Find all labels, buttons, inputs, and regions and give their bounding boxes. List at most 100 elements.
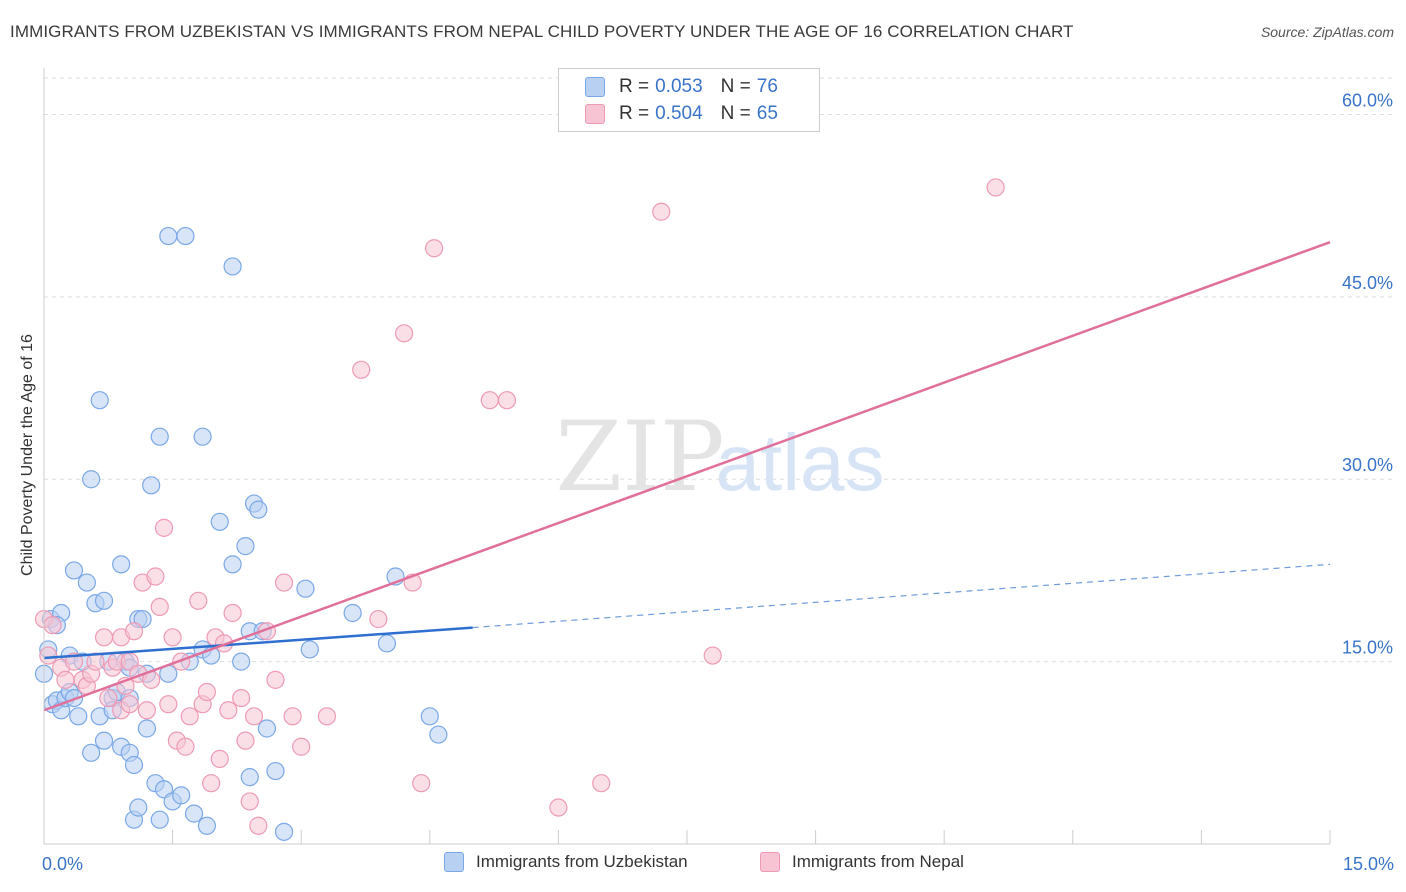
uzbekistan-point [210,512,229,531]
nepal-point [137,701,156,720]
nepal-point [236,731,255,750]
uzbekistan-point [77,573,96,592]
nepal-point [163,628,182,647]
stats-legend: R = 0.053 N = 76 R = 0.504 N = 65 [558,68,820,132]
nepal-point [394,324,414,343]
n-value: 65 [756,103,778,124]
nepal-point [292,737,311,756]
nepal-point [56,670,75,689]
uzbekistan-point [94,731,114,750]
nepal-point [150,597,169,617]
uzbekistan-point [377,634,397,653]
uzbekistan-point [193,427,212,446]
uzbekistan-point [240,768,259,787]
stats-row-uzbekistan: R = 0.053 N = 76 [585,75,778,99]
nepal-point [317,707,337,726]
nepal-point [180,707,199,726]
uzbekistan-point [129,798,148,817]
uzbekistan-point [296,579,315,598]
source-credit: Source: ZipAtlas.com [1260,24,1394,40]
uzbekistan-point [420,707,439,726]
uzbekistan-point [150,810,169,829]
uzbekistan-point [150,427,169,446]
nepal-point [146,567,165,586]
uzbekistan-point [82,743,101,762]
uzbekistan-point [112,555,131,574]
watermark-zip: ZIP [555,401,724,513]
nepal-point [120,695,139,714]
uzbekistan-point [343,603,362,623]
nepal-point [592,774,611,793]
watermark: ZIP atlas [555,401,884,513]
uzbekistan-point [137,719,156,738]
nepal-point [240,792,259,811]
nepal-point [480,391,499,410]
nepal-point [94,628,114,647]
series-legend: Immigrants from Uzbekistan Immigrants fr… [0,852,1406,876]
chart-title: IMMIGRANTS FROM UZBEKISTAN VS IMMIGRANTS… [10,22,1074,41]
uzbekistan-point [223,257,242,276]
uzbekistan-point [266,761,285,781]
y-tick-label: 30.0% [1342,455,1393,475]
stats-row-nepal: R = 0.504 N = 65 [585,102,778,126]
nepal-point [283,707,302,726]
swatch-uzbekistan [585,77,605,97]
uzbekistan-point [300,640,319,659]
trend-uzbekistan-dashed [472,563,1331,629]
nepal-point [176,737,195,756]
x-tick-label-min: 0.0% [42,854,83,874]
uzbekistan-point [274,822,294,841]
nepal-point [202,774,221,793]
nepal-point [124,622,144,641]
nepal-point [159,695,178,714]
nepal-point [497,391,517,410]
nepal-point [197,682,216,702]
nepal-point [219,701,238,720]
nepal-point [369,609,388,629]
uzbekistan-point [94,591,114,610]
r-value: 0.504 [655,103,703,124]
nepal-point [39,646,58,665]
r-label: R = [619,103,650,124]
uzbekistan-point [232,652,251,671]
nepal-point [189,591,208,610]
nepal-point [652,202,671,221]
nepal-point [99,688,118,708]
uzbekistan-point [429,725,448,744]
nepal-point [249,816,268,835]
uzbekistan-point [124,755,144,775]
nepal-point [703,646,722,665]
swatch-nepal [585,104,605,124]
legend-label-uzbekistan: Immigrants from Uzbekistan [476,852,688,871]
nepal-point [274,573,294,592]
axes [43,68,1331,845]
uzbekistan-point [184,804,204,823]
n-label: N = [720,103,751,124]
legend-item-nepal[interactable]: Immigrants from Nepal [760,852,964,872]
legend-swatch-uzbekistan [444,852,464,872]
n-label: N = [720,76,751,97]
uzbekistan-point [82,470,101,489]
x-tick-label-max: 15.0% [1343,854,1394,874]
nepal-point [154,518,174,537]
nepal-point [223,603,242,623]
uzbekistan-point [197,816,216,835]
nepal-point [986,178,1005,197]
y-tick-label: 45.0% [1342,273,1393,293]
r-label: R = [619,76,650,97]
uzbekistan-point [64,561,84,580]
legend-item-uzbekistan[interactable]: Immigrants from Uzbekistan [444,852,688,872]
nepal-point [412,774,431,793]
nepal-point [266,670,285,689]
y-tick-label: 60.0% [1342,90,1393,110]
nepal-point [244,707,264,726]
nepal-point [549,798,568,817]
n-value: 76 [756,76,778,97]
tick-labels: 15.0% 30.0% 45.0% 60.0% 0.0% 15.0% [42,90,1394,874]
trend-nepal [43,240,1331,712]
uzbekistan-point [69,707,88,726]
uzbekistan-point [90,391,109,410]
legend-label-nepal: Immigrants from Nepal [792,852,964,871]
uzbekistan-point [176,226,195,246]
